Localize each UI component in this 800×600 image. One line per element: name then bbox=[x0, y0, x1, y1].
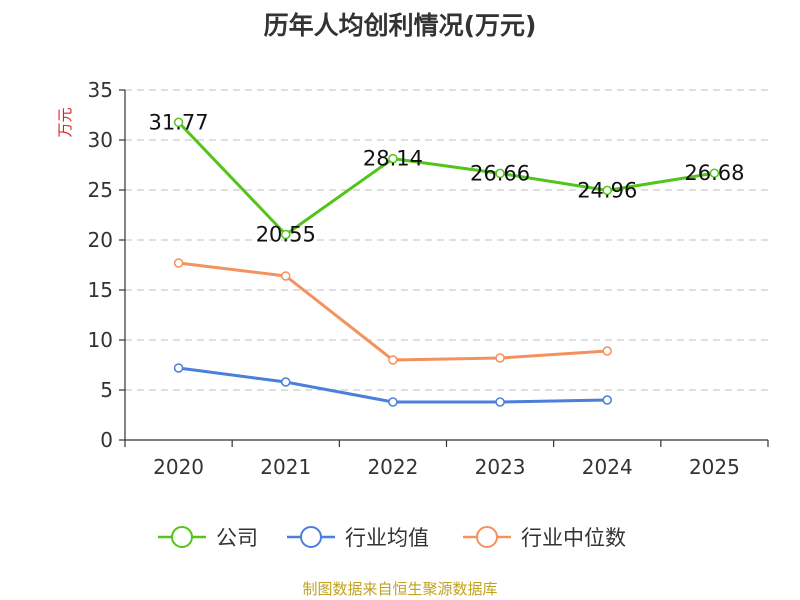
data-point bbox=[388, 397, 398, 407]
x-tick-label: 2020 bbox=[153, 455, 204, 479]
data-point bbox=[281, 271, 291, 281]
data-point bbox=[173, 363, 184, 373]
y-tick-label: 30 bbox=[88, 128, 113, 152]
legend-label: 公司 bbox=[216, 526, 258, 550]
legend-item: 行业中位数 bbox=[463, 526, 626, 550]
data-point bbox=[495, 397, 505, 407]
series-line-2 bbox=[178, 261, 608, 362]
chart-title: 历年人均创利情况(万元) bbox=[263, 11, 537, 40]
data-point bbox=[281, 229, 291, 240]
y-tick-label: 15 bbox=[88, 278, 113, 302]
x-tick-label: 2023 bbox=[475, 455, 526, 479]
data-point bbox=[173, 117, 184, 128]
data-point bbox=[602, 346, 612, 356]
data-point bbox=[709, 168, 720, 178]
legend-marker bbox=[476, 526, 498, 548]
y-tick-label: 10 bbox=[88, 328, 113, 352]
data-point bbox=[388, 355, 398, 365]
data-point bbox=[602, 395, 612, 405]
data-label: 31.77 bbox=[149, 110, 209, 134]
data-point bbox=[173, 258, 184, 268]
y-axis-label: 万元 bbox=[56, 107, 74, 137]
data-label: 28.14 bbox=[363, 147, 423, 171]
y-tick-label: 0 bbox=[100, 428, 113, 452]
data-label: 26.66 bbox=[470, 161, 530, 185]
legend-item: 公司 bbox=[158, 526, 258, 550]
data-point bbox=[281, 377, 291, 387]
x-tick-label: 2025 bbox=[689, 455, 740, 479]
data-point bbox=[388, 153, 398, 164]
x-tick-label: 2021 bbox=[260, 455, 311, 479]
legend-marker bbox=[300, 526, 322, 548]
data-label: 24.96 bbox=[577, 178, 637, 202]
legend-label: 行业中位数 bbox=[521, 526, 626, 550]
y-tick-label: 25 bbox=[88, 178, 113, 202]
source-note: 制图数据来自恒生聚源数据库 bbox=[302, 580, 498, 598]
series-line-0 bbox=[177, 121, 715, 236]
legend-label: 行业均值 bbox=[345, 526, 429, 550]
x-tick-label: 2024 bbox=[582, 455, 633, 479]
data-point bbox=[495, 353, 505, 363]
legend-item: 行业均值 bbox=[287, 526, 429, 550]
data-point bbox=[602, 185, 612, 196]
series-line-1 bbox=[178, 366, 608, 404]
x-tick-label: 2022 bbox=[367, 455, 418, 479]
legend-marker bbox=[171, 526, 193, 548]
legend: 公司 行业均值 行业中位数 bbox=[158, 526, 626, 550]
data-label: 20.55 bbox=[256, 223, 316, 247]
data-point bbox=[495, 168, 505, 179]
y-tick-label: 35 bbox=[88, 78, 113, 102]
data-label: 26.68 bbox=[684, 161, 744, 185]
y-tick-label: 20 bbox=[88, 228, 113, 252]
y-tick-label: 5 bbox=[100, 378, 113, 402]
